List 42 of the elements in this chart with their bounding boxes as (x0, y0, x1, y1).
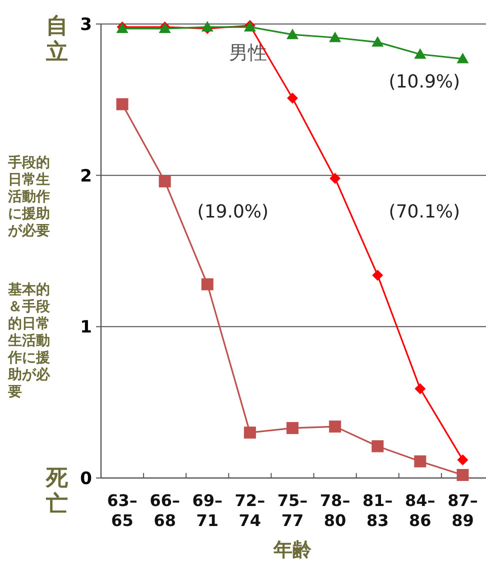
point (116, 98, 128, 110)
x-tick-label: 78–80 (320, 491, 350, 530)
x-tick-label: 66–68 (150, 491, 180, 530)
point (287, 92, 298, 104)
point (456, 468, 469, 481)
point (457, 454, 468, 466)
x-tick-label: 69–71 (192, 491, 223, 530)
point (372, 36, 384, 47)
y-tick-label: 1 (80, 318, 92, 338)
x-tick-label: 87–89 (448, 491, 478, 530)
point (372, 440, 384, 452)
series-label: (10.9%) (388, 72, 460, 93)
point (414, 455, 426, 468)
text: 基本的＆手段的日常生活動作に援助が必要 (7, 282, 51, 400)
point (330, 172, 341, 184)
point (286, 28, 298, 40)
point (329, 32, 342, 42)
y-tick-label: 0 (80, 469, 92, 489)
point (286, 422, 298, 434)
y-tick-label: 3 (80, 15, 92, 35)
text: 手段的日常生活動作に援助が必要 (7, 154, 50, 240)
point (329, 420, 342, 433)
y-tick-label: 2 (80, 166, 92, 186)
x-tick-label: 81–83 (362, 491, 393, 530)
x-tick-label: 72–74 (234, 491, 266, 530)
text: 男性 (228, 42, 267, 64)
series-label: (19.0%) (197, 202, 269, 223)
point (414, 383, 426, 394)
point (456, 52, 469, 64)
x-tick-label: 75–77 (277, 491, 308, 530)
point (201, 278, 214, 290)
series-label: (70.1%) (388, 202, 460, 223)
x-tick-label: 63–65 (107, 491, 138, 530)
text: 死亡 (45, 466, 69, 517)
point (414, 48, 426, 59)
x-axis-title: 年齢 (272, 539, 312, 561)
point (201, 21, 214, 32)
point (372, 270, 384, 281)
point (158, 175, 171, 188)
point (244, 426, 256, 439)
x-tick-label: 84–86 (405, 491, 436, 530)
text: 自立 (45, 14, 68, 65)
